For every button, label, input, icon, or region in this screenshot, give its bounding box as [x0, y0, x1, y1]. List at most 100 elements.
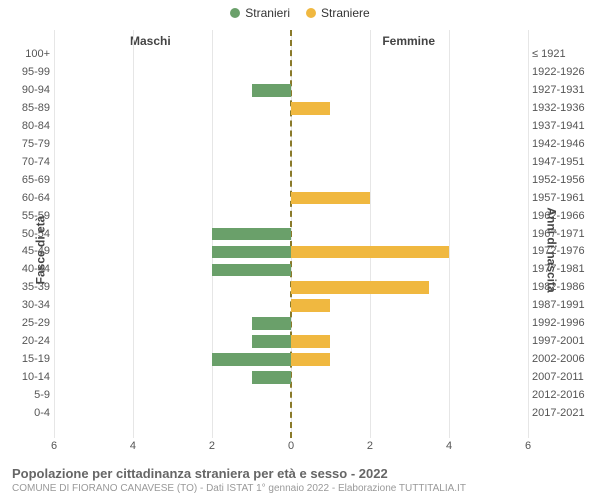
row-half-male: [54, 350, 291, 368]
birth-year-label: 1952-1956: [528, 175, 598, 186]
bar-female: [291, 102, 330, 115]
age-row: 5-92012-2016: [54, 386, 528, 404]
age-label: 45-49: [2, 246, 54, 257]
x-tick-label: 6: [525, 438, 531, 452]
row-half-female: [291, 315, 528, 333]
row-half-female: [291, 368, 528, 386]
age-label: 90-94: [2, 85, 54, 96]
row-half-male: [54, 64, 291, 82]
bar-male: [212, 353, 291, 366]
row-half-male: [54, 368, 291, 386]
legend-label-male: Stranieri: [245, 6, 290, 20]
birth-year-label: 1982-1986: [528, 282, 598, 293]
bar-female: [291, 299, 330, 312]
row-half-female: [291, 333, 528, 351]
row-half-female: [291, 225, 528, 243]
age-label: 80-84: [2, 121, 54, 132]
row-half-male: [54, 225, 291, 243]
age-row: 45-491972-1976: [54, 243, 528, 261]
x-tick-label: 0: [288, 438, 294, 452]
row-half-male: [54, 136, 291, 154]
age-label: 75-79: [2, 139, 54, 150]
age-label: 65-69: [2, 175, 54, 186]
age-label: 40-44: [2, 264, 54, 275]
birth-year-label: 1992-1996: [528, 318, 598, 329]
row-half-male: [54, 82, 291, 100]
birth-year-label: 1977-1981: [528, 264, 598, 275]
x-tick-label: 4: [446, 438, 452, 452]
bar-male: [252, 84, 291, 97]
birth-year-label: 1942-1946: [528, 139, 598, 150]
row-half-male: [54, 386, 291, 404]
birth-year-label: 2007-2011: [528, 372, 598, 383]
x-tick-label: 2: [367, 438, 373, 452]
bar-female: [291, 353, 330, 366]
age-label: 50-54: [2, 229, 54, 240]
row-half-female: [291, 171, 528, 189]
birth-year-label: 2002-2006: [528, 354, 598, 365]
age-label: 5-9: [2, 390, 54, 401]
row-half-female: [291, 46, 528, 64]
row-half-female: [291, 386, 528, 404]
bar-male: [212, 228, 291, 241]
age-row: 50-541967-1971: [54, 225, 528, 243]
birth-year-label: 1987-1991: [528, 300, 598, 311]
age-row: 70-741947-1951: [54, 153, 528, 171]
x-tick-label: 6: [51, 438, 57, 452]
chart-source: COMUNE DI FIORANO CANAVESE (TO) - Dati I…: [12, 483, 588, 494]
age-label: 0-4: [2, 408, 54, 419]
x-tick-label: 2: [209, 438, 215, 452]
row-half-male: [54, 315, 291, 333]
birth-year-label: 2017-2021: [528, 408, 598, 419]
age-label: 25-29: [2, 318, 54, 329]
age-label: 15-19: [2, 354, 54, 365]
birth-year-label: 1947-1951: [528, 157, 598, 168]
age-row: 25-291992-1996: [54, 315, 528, 333]
age-row: 20-241997-2001: [54, 333, 528, 351]
chart-title: Popolazione per cittadinanza straniera p…: [12, 466, 588, 481]
birth-year-label: 2012-2016: [528, 390, 598, 401]
row-half-female: [291, 153, 528, 171]
birth-year-label: 1932-1936: [528, 103, 598, 114]
row-half-female: [291, 350, 528, 368]
age-row: 35-391982-1986: [54, 279, 528, 297]
bar-female: [291, 281, 429, 294]
row-half-male: [54, 153, 291, 171]
row-half-female: [291, 243, 528, 261]
age-row: 100+≤ 1921: [54, 46, 528, 64]
bar-female: [291, 192, 370, 205]
row-half-male: [54, 333, 291, 351]
row-half-male: [54, 118, 291, 136]
age-row: 30-341987-1991: [54, 297, 528, 315]
row-half-female: [291, 100, 528, 118]
birth-year-label: 1937-1941: [528, 121, 598, 132]
row-half-female: [291, 261, 528, 279]
age-row: 65-691952-1956: [54, 171, 528, 189]
age-label: 70-74: [2, 157, 54, 168]
row-half-male: [54, 243, 291, 261]
row-half-male: [54, 279, 291, 297]
birth-year-label: 1927-1931: [528, 85, 598, 96]
age-label: 85-89: [2, 103, 54, 114]
age-row: 60-641957-1961: [54, 189, 528, 207]
age-label: 30-34: [2, 300, 54, 311]
bar-male: [212, 246, 291, 259]
legend-item-female: Straniere: [306, 6, 370, 20]
legend-swatch-female: [306, 8, 316, 18]
row-half-female: [291, 136, 528, 154]
legend-label-female: Straniere: [321, 6, 370, 20]
birth-year-label: 1972-1976: [528, 246, 598, 257]
age-label: 60-64: [2, 193, 54, 204]
birth-year-label: 1967-1971: [528, 229, 598, 240]
row-half-male: [54, 207, 291, 225]
row-half-female: [291, 118, 528, 136]
age-row: 80-841937-1941: [54, 118, 528, 136]
legend-item-male: Stranieri: [230, 6, 290, 20]
bar-rows: 100+≤ 192195-991922-192690-941927-193185…: [54, 46, 528, 422]
age-row: 0-42017-2021: [54, 404, 528, 422]
age-row: 15-192002-2006: [54, 350, 528, 368]
age-row: 40-441977-1981: [54, 261, 528, 279]
row-half-male: [54, 404, 291, 422]
row-half-male: [54, 297, 291, 315]
legend: Stranieri Straniere: [0, 0, 600, 20]
